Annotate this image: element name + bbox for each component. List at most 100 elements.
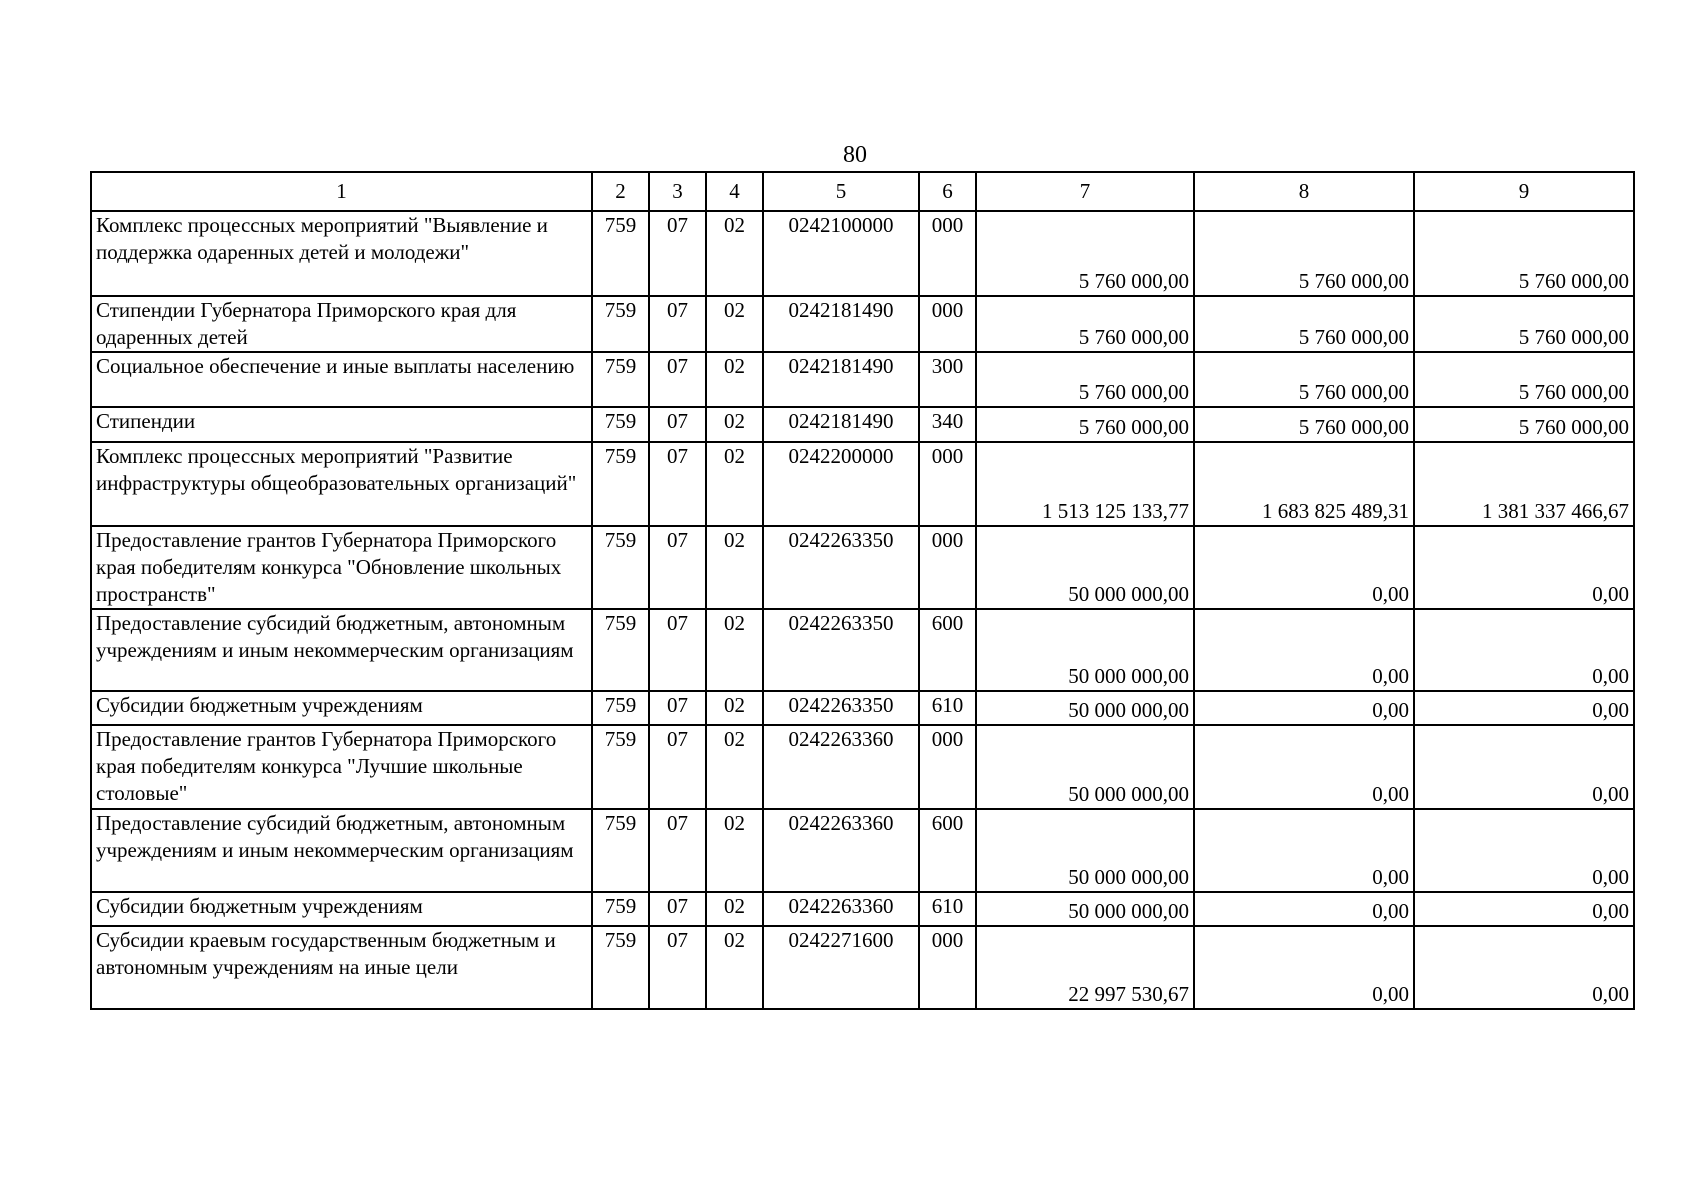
col-6: 000 [918,210,977,297]
col-5: 0242263350 [762,690,920,726]
col-2: 759 [591,724,650,810]
col-6: 610 [918,891,977,927]
row-name: Предоставление субсидий бюджетным, автон… [90,808,593,893]
col-3: 07 [648,441,707,527]
amount-8: 5 760 000,00 [1193,295,1415,353]
amount-7: 50 000 000,00 [975,724,1195,810]
header-cell: 1 [90,171,593,212]
col-5: 0242271600 [762,925,920,1010]
col-4: 02 [705,525,764,610]
row-name: Комплекс процессных мероприятий "Развити… [90,441,593,527]
amount-9: 0,00 [1413,925,1635,1010]
row-name: Предоставление субсидий бюджетным, автон… [90,608,593,692]
col-2: 759 [591,891,650,927]
col-5: 0242181490 [762,351,920,408]
col-6: 610 [918,690,977,726]
col-6: 000 [918,525,977,610]
amount-7: 5 760 000,00 [975,210,1195,297]
amount-9: 0,00 [1413,724,1635,810]
amount-7: 1 513 125 133,77 [975,441,1195,527]
row-name: Субсидии бюджетным учреждениям [90,690,593,726]
row-name: Комплекс процессных мероприятий "Выявлен… [90,210,593,297]
col-2: 759 [591,441,650,527]
row-name: Предоставление грантов Губернатора Примо… [90,724,593,810]
col-3: 07 [648,525,707,610]
col-6: 340 [918,406,977,443]
table-row: Комплекс процессных мероприятий "Выявлен… [90,210,1635,297]
col-3: 07 [648,608,707,692]
table-row: Субсидии бюджетным учреждениям 759 07 02 024… [90,690,1635,726]
col-3: 07 [648,295,707,353]
col-2: 759 [591,608,650,692]
amount-9: 5 760 000,00 [1413,351,1635,408]
amount-8: 5 760 000,00 [1193,406,1415,443]
amount-9: 0,00 [1413,690,1635,726]
amount-9: 0,00 [1413,891,1635,927]
row-name: Стипендии Губернатора Приморского края д… [90,295,593,353]
col-2: 759 [591,210,650,297]
col-4: 02 [705,406,764,443]
col-4: 02 [705,608,764,692]
col-4: 02 [705,925,764,1010]
col-6: 300 [918,351,977,408]
col-5: 0242263350 [762,608,920,692]
col-4: 02 [705,891,764,927]
table-row: Предоставление грантов Губернатора Примо… [90,724,1635,810]
amount-7: 5 760 000,00 [975,295,1195,353]
table-row: Стипендии Губернатора Приморского края д… [90,295,1635,353]
amount-8: 5 760 000,00 [1193,351,1415,408]
col-5: 0242181490 [762,295,920,353]
amount-8: 0,00 [1193,690,1415,726]
col-2: 759 [591,925,650,1010]
col-6: 000 [918,441,977,527]
row-name: Субсидии бюджетным учреждениям [90,891,593,927]
table-row: Предоставление грантов Губернатора Примо… [90,525,1635,610]
amount-9: 0,00 [1413,608,1635,692]
col-3: 07 [648,891,707,927]
header-cell: 6 [918,171,977,212]
amount-8: 0,00 [1193,724,1415,810]
table-row: Социальное обеспечение и иные выплаты на… [90,351,1635,408]
col-6: 000 [918,925,977,1010]
table-row: Субсидии бюджетным учреждениям 759 07 02 024… [90,891,1635,927]
header-cell: 7 [975,171,1195,212]
amount-7: 5 760 000,00 [975,351,1195,408]
header-cell: 4 [705,171,764,212]
col-5: 0242263350 [762,525,920,610]
header-cell: 3 [648,171,707,212]
table-row: Субсидии краевым государственным бюджетн… [90,925,1635,1010]
amount-8: 0,00 [1193,525,1415,610]
col-5: 0242100000 [762,210,920,297]
amount-9: 0,00 [1413,525,1635,610]
col-4: 02 [705,210,764,297]
amount-8: 0,00 [1193,925,1415,1010]
col-2: 759 [591,295,650,353]
table-row: Предоставление субсидий бюджетным, автон… [90,808,1635,893]
col-3: 07 [648,724,707,810]
amount-7: 50 000 000,00 [975,690,1195,726]
col-3: 07 [648,808,707,893]
amount-9: 1 381 337 466,67 [1413,441,1635,527]
table-row: Комплекс процессных мероприятий "Развити… [90,441,1635,527]
table-row: Стипендии 759 07 02 0242181490 340 5 760 000,0… [90,406,1635,443]
amount-8: 1 683 825 489,31 [1193,441,1415,527]
amount-9: 5 760 000,00 [1413,210,1635,297]
col-5: 0242263360 [762,891,920,927]
header-cell: 8 [1193,171,1415,212]
col-3: 07 [648,210,707,297]
col-3: 07 [648,406,707,443]
amount-9: 5 760 000,00 [1413,406,1635,443]
col-6: 600 [918,608,977,692]
amount-8: 0,00 [1193,808,1415,893]
budget-table: 1 2 3 4 5 6 7 8 9 Комплекс процессных ме… [90,171,1635,1010]
amount-8: 5 760 000,00 [1193,210,1415,297]
amount-9: 5 760 000,00 [1413,295,1635,353]
col-2: 759 [591,406,650,443]
header-cell: 9 [1413,171,1635,212]
col-5: 0242263360 [762,808,920,893]
row-name: Предоставление грантов Губернатора Примо… [90,525,593,610]
col-4: 02 [705,295,764,353]
amount-7: 22 997 530,67 [975,925,1195,1010]
col-5: 0242200000 [762,441,920,527]
row-name: Субсидии краевым государственным бюджетн… [90,925,593,1010]
